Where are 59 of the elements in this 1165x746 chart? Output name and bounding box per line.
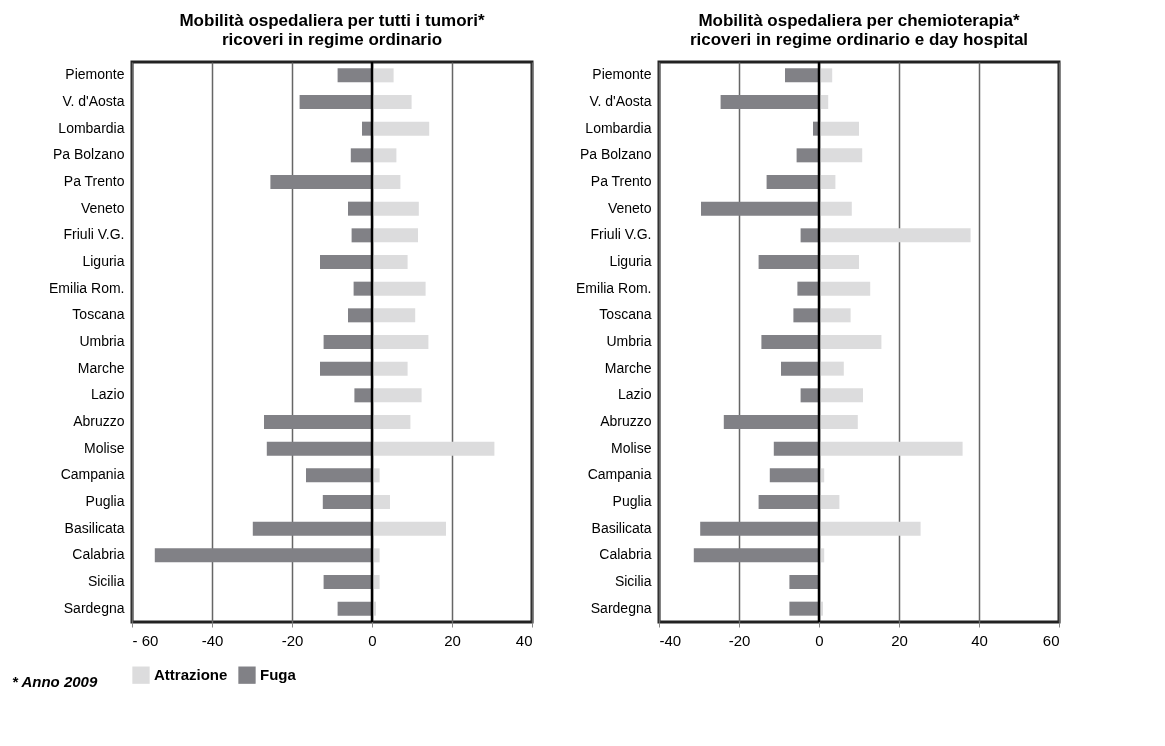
y-tick-label: Molise <box>84 439 125 456</box>
x-tick-label: 60 <box>1042 631 1060 649</box>
legend-label: Attrazione <box>154 666 228 684</box>
y-tick-label: Sardegna <box>63 599 125 616</box>
y-tick-label: Piemonte <box>65 66 125 83</box>
y-tick-label: Veneto <box>80 199 125 216</box>
y-tick-label: Veneto <box>607 199 652 216</box>
text: * Anno 2009 <box>12 673 98 690</box>
y-tick-label: V. d'Aosta <box>589 93 652 109</box>
y-tick-label: Abruzzo <box>73 413 125 429</box>
y-tick-label: Emilia Rom. <box>576 279 652 296</box>
y-tick-label: Sardegna <box>590 599 652 616</box>
y-tick-label: Pa Bolzano <box>579 146 652 163</box>
x-tick-label: 0 <box>815 631 824 649</box>
y-tick-label: Umbria <box>79 333 125 349</box>
y-tick-label: Campania <box>587 466 652 483</box>
x-tick-label: -40 <box>659 631 682 649</box>
y-tick-label: Abruzzo <box>600 413 652 429</box>
y-tick-label: Pa Trento <box>590 173 652 189</box>
x-tick-label: -40 <box>201 631 224 649</box>
x-tick-label: -20 <box>281 631 304 649</box>
y-tick-label: Puglia <box>85 493 125 509</box>
legend-label: Fuga <box>260 666 297 684</box>
y-tick-label: Lazio <box>618 386 652 403</box>
y-tick-label: Friuli V.G. <box>63 226 125 243</box>
y-tick-label: Emilia Rom. <box>49 279 125 296</box>
y-tick-label: Lombardia <box>58 119 125 136</box>
y-tick-label: Puglia <box>612 493 652 509</box>
y-tick-label: Piemonte <box>592 66 652 83</box>
y-tick-label: Pa Bolzano <box>52 146 125 163</box>
y-tick-label: Molise <box>611 439 652 456</box>
x-tick-label: 40 <box>515 631 533 649</box>
y-tick-label: Toscana <box>599 306 652 323</box>
chart-title: Mobilità ospedaliera per tutti i tumori* ricoveri in regime ordinario <box>179 10 485 49</box>
y-tick-label: Marche <box>604 359 652 376</box>
y-tick-label: Lazio <box>91 386 125 403</box>
y-tick-label: Sicilia <box>614 573 652 589</box>
y-tick-label: Lombardia <box>585 119 652 136</box>
y-tick-label: Pa Trento <box>63 173 125 189</box>
x-tick-label: 20 <box>444 631 461 649</box>
y-tick-label: Toscana <box>72 306 125 323</box>
chart-title: Mobilità ospedaliera per chemioterapia* ricoveri in regime ordinario e day hospital <box>689 10 1029 49</box>
y-tick-label: Basilicata <box>591 519 652 536</box>
x-tick-label: 0 <box>368 631 377 649</box>
y-tick-label: Liguria <box>82 253 125 269</box>
x-tick-label: 20 <box>891 631 908 649</box>
x-tick-label: 40 <box>971 631 988 649</box>
x-tick-label: -20 <box>728 631 751 649</box>
y-tick-label: V. d'Aosta <box>62 93 125 109</box>
y-tick-label: Marche <box>77 359 125 376</box>
y-tick-label: Calabria <box>599 546 652 563</box>
y-tick-label: Campania <box>60 466 125 483</box>
y-tick-label: Umbria <box>606 333 652 349</box>
y-tick-label: Sicilia <box>87 573 125 589</box>
y-tick-label: Calabria <box>72 546 125 563</box>
y-tick-label: Basilicata <box>64 519 125 536</box>
x-tick-label: - 60 <box>132 631 159 649</box>
y-tick-label: Liguria <box>609 253 652 269</box>
y-tick-label: Friuli V.G. <box>590 226 652 243</box>
